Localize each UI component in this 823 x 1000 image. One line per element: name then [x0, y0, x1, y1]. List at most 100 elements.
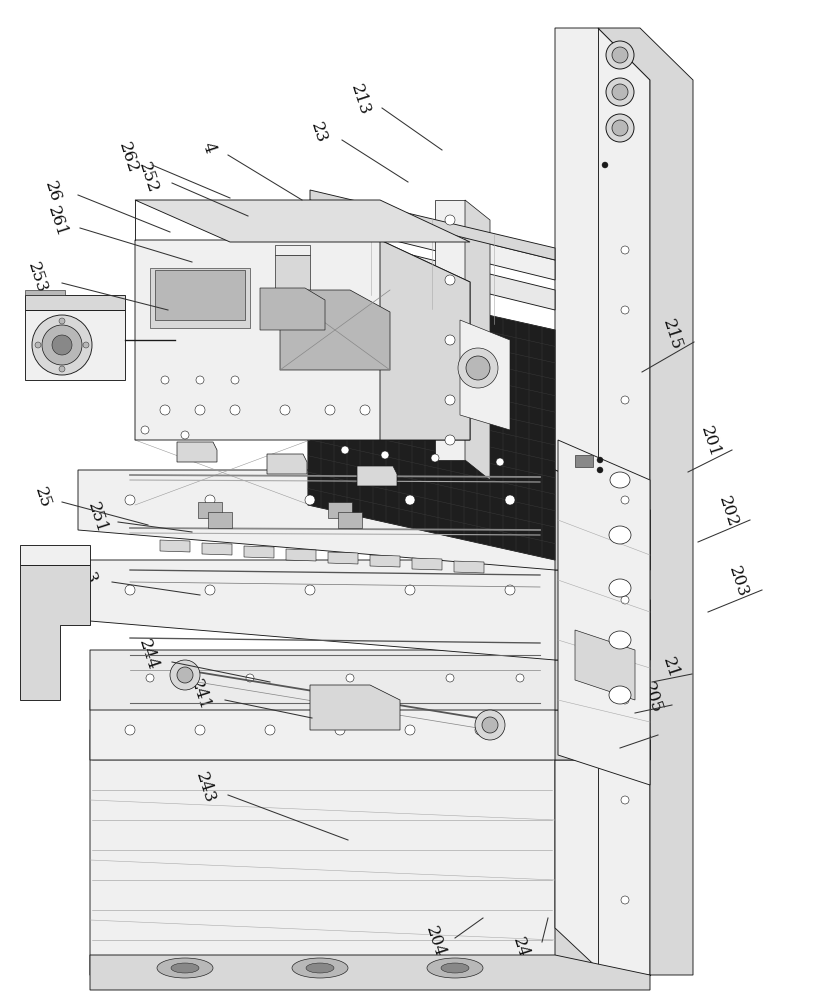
- Circle shape: [305, 495, 315, 505]
- Circle shape: [505, 495, 515, 505]
- Bar: [150, 268, 250, 328]
- Polygon shape: [90, 730, 650, 975]
- Circle shape: [431, 454, 439, 462]
- Circle shape: [205, 495, 215, 505]
- Circle shape: [475, 710, 505, 740]
- Ellipse shape: [171, 963, 199, 973]
- Circle shape: [612, 47, 628, 63]
- Circle shape: [466, 356, 490, 380]
- Polygon shape: [135, 200, 470, 242]
- Circle shape: [280, 405, 290, 415]
- Circle shape: [125, 495, 135, 505]
- Circle shape: [475, 725, 485, 735]
- Polygon shape: [260, 288, 325, 330]
- Polygon shape: [575, 630, 635, 700]
- Ellipse shape: [441, 963, 469, 973]
- Text: 252: 252: [135, 160, 161, 196]
- Circle shape: [496, 458, 504, 466]
- Polygon shape: [435, 200, 465, 460]
- Circle shape: [195, 725, 205, 735]
- Ellipse shape: [306, 963, 334, 973]
- Circle shape: [446, 674, 454, 682]
- Circle shape: [205, 585, 215, 595]
- Text: 244: 244: [135, 637, 161, 673]
- Circle shape: [52, 335, 72, 355]
- Circle shape: [305, 585, 315, 595]
- Text: 25: 25: [30, 485, 53, 511]
- Polygon shape: [555, 470, 650, 570]
- Polygon shape: [90, 700, 650, 760]
- Polygon shape: [275, 255, 310, 320]
- Polygon shape: [555, 700, 650, 760]
- Text: 253: 253: [24, 260, 50, 296]
- Circle shape: [177, 667, 193, 683]
- Circle shape: [597, 467, 603, 473]
- Polygon shape: [598, 28, 693, 975]
- Circle shape: [141, 426, 149, 434]
- Circle shape: [32, 315, 92, 375]
- Circle shape: [170, 660, 200, 690]
- Polygon shape: [177, 442, 217, 462]
- Circle shape: [381, 451, 389, 459]
- Text: 204: 204: [422, 924, 448, 960]
- Circle shape: [346, 674, 354, 682]
- Circle shape: [621, 896, 629, 904]
- Polygon shape: [555, 650, 650, 710]
- Circle shape: [602, 162, 608, 168]
- Text: 23: 23: [307, 120, 329, 146]
- Polygon shape: [78, 560, 650, 660]
- Polygon shape: [90, 650, 650, 710]
- Circle shape: [597, 457, 603, 463]
- Polygon shape: [310, 200, 555, 280]
- Polygon shape: [267, 454, 307, 474]
- Circle shape: [445, 435, 455, 445]
- Circle shape: [621, 246, 629, 254]
- Ellipse shape: [609, 631, 631, 649]
- Polygon shape: [328, 502, 352, 518]
- Bar: [575, 455, 593, 467]
- Circle shape: [181, 431, 189, 439]
- Circle shape: [59, 366, 65, 372]
- Circle shape: [231, 376, 239, 384]
- Circle shape: [325, 405, 335, 415]
- Polygon shape: [25, 310, 125, 380]
- Ellipse shape: [610, 472, 630, 488]
- Ellipse shape: [609, 686, 631, 704]
- Polygon shape: [555, 560, 650, 660]
- Polygon shape: [275, 245, 310, 255]
- Polygon shape: [454, 561, 484, 573]
- Circle shape: [405, 725, 415, 735]
- Circle shape: [445, 395, 455, 405]
- Circle shape: [612, 84, 628, 100]
- Text: 24: 24: [509, 935, 532, 961]
- Circle shape: [621, 396, 629, 404]
- Circle shape: [405, 585, 415, 595]
- Circle shape: [160, 405, 170, 415]
- Text: 213: 213: [347, 82, 373, 118]
- Text: 4: 4: [198, 140, 218, 156]
- Polygon shape: [280, 290, 390, 370]
- Polygon shape: [244, 546, 274, 558]
- Polygon shape: [370, 555, 400, 567]
- Circle shape: [445, 215, 455, 225]
- Polygon shape: [310, 685, 400, 730]
- Polygon shape: [310, 230, 555, 310]
- Polygon shape: [555, 730, 650, 975]
- Polygon shape: [310, 190, 555, 260]
- Circle shape: [146, 674, 154, 682]
- Text: 21: 21: [658, 655, 681, 681]
- Circle shape: [405, 495, 415, 505]
- Circle shape: [445, 275, 455, 285]
- Text: 202: 202: [715, 494, 741, 530]
- Bar: [155, 270, 245, 320]
- Polygon shape: [25, 290, 65, 295]
- Ellipse shape: [292, 958, 348, 978]
- Polygon shape: [460, 320, 510, 430]
- Text: 261: 261: [44, 204, 70, 240]
- Circle shape: [59, 318, 65, 324]
- Circle shape: [335, 725, 345, 735]
- Polygon shape: [160, 540, 190, 552]
- Text: 26: 26: [40, 179, 63, 205]
- Ellipse shape: [157, 958, 213, 978]
- Text: 3: 3: [81, 570, 100, 586]
